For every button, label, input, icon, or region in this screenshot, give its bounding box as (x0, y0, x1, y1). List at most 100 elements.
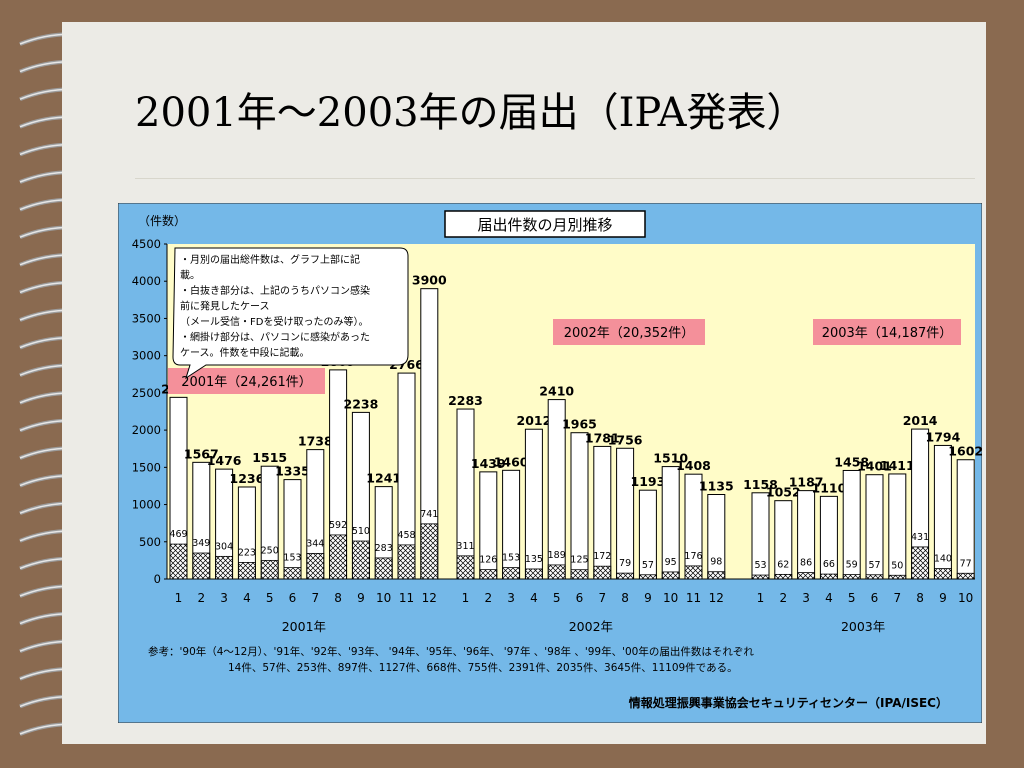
bar-infected (661, 571, 680, 580)
x-tick-label: 6 (289, 591, 297, 605)
bar-infected (956, 572, 975, 580)
data-label-total: 1738 (298, 434, 333, 449)
bar-infected (502, 567, 521, 580)
x-tick-label: 10 (376, 591, 391, 605)
legend-note-line: 前に発見したケース (180, 300, 270, 313)
year-total-tag (553, 319, 705, 345)
bar-infected (397, 544, 416, 580)
x-tick-label: 6 (871, 591, 879, 605)
data-label-total: 1794 (926, 429, 961, 444)
data-label-infected: 223 (238, 547, 256, 558)
bar-infected (593, 565, 612, 580)
data-label-total: 1567 (184, 446, 219, 461)
y-tick-label: 2500 (132, 386, 161, 400)
x-tick-label: 6 (576, 591, 584, 605)
bar-infected (283, 567, 302, 580)
bar-infected (169, 543, 188, 580)
data-label-total: 1236 (230, 471, 265, 486)
data-label-infected: 53 (754, 560, 766, 571)
data-label-infected: 469 (169, 529, 187, 540)
legend-note-line: ・網掛け部分は、パソコンに感染があった (180, 331, 370, 344)
bar-infected (238, 561, 256, 580)
x-tick-label: 7 (311, 591, 319, 605)
bar-infected (639, 574, 657, 580)
data-label-infected: 95 (665, 557, 677, 568)
bar-infected (215, 555, 233, 580)
data-label-infected: 135 (525, 554, 543, 565)
x-tick-label: 2 (197, 591, 205, 605)
bar-infected (524, 568, 543, 580)
x-tick-label: 7 (893, 591, 901, 605)
data-label-infected: 344 (306, 538, 324, 549)
x-tick-label: 2 (779, 591, 787, 605)
x-tick-label: 9 (939, 591, 947, 605)
data-label-total: 1510 (653, 451, 688, 466)
data-label-total: 1458 (834, 454, 869, 469)
x-tick-label: 5 (848, 591, 856, 605)
data-label-infected: 77 (960, 558, 972, 569)
slide-title: 2001年～2003年の届出（IPA発表） (135, 90, 807, 136)
x-tick-label: 7 (598, 591, 606, 605)
data-label-total: 1515 (252, 450, 287, 465)
year-total-tag-text: 2002年（20,352件） (564, 326, 695, 341)
data-label-total: 1193 (631, 474, 666, 489)
data-label-infected: 431 (911, 532, 929, 543)
x-group-label: 2001年 (282, 619, 326, 634)
x-group-label: 2002年 (569, 619, 613, 634)
data-label-total: 1241 (366, 471, 401, 486)
bar-infected (192, 552, 211, 580)
y-tick-label: 2000 (132, 423, 161, 437)
y-tick-label: 3500 (132, 311, 161, 325)
footnote: 参考：'90年（4～12月）、'91年、'92年、'93年、 '94年、'95年… (148, 645, 754, 674)
year-total-tag-text: 2003年（14,187件） (822, 326, 953, 341)
y-tick-label: 4000 (132, 274, 161, 288)
bar-series: 2440469156734914763041236223151525013351… (161, 273, 982, 580)
bar-infected (934, 568, 952, 580)
data-label-infected: 57 (642, 560, 654, 571)
x-tick-label: 11 (686, 591, 701, 605)
data-label-infected: 126 (479, 555, 497, 566)
data-label-infected: 125 (570, 555, 588, 566)
bar-infected (547, 564, 566, 580)
bar-infected (865, 574, 884, 580)
bar-infected (684, 565, 703, 580)
data-label-infected: 153 (283, 553, 301, 564)
data-label-infected: 349 (192, 538, 210, 549)
data-label-infected: 98 (710, 557, 722, 568)
x-tick-label: 3 (507, 591, 515, 605)
legend-note-line: ・白抜き部分は、上記のうちパソコン感染 (180, 284, 370, 297)
monthly-reports-chart: 届出件数の月別推移 （件数） 0 500 1000 1500 2000 2500 3000 3… (118, 203, 982, 723)
x-tick-label: 8 (334, 591, 342, 605)
y-tick-label: 1500 (132, 460, 161, 474)
data-label-infected: 59 (846, 560, 858, 571)
data-label-total: 2238 (344, 396, 379, 411)
legend-note-line: 載。 (180, 270, 200, 282)
chart-title: 届出件数の月別推移 (477, 216, 612, 234)
data-label-total: 1110 (812, 480, 847, 495)
data-label-infected: 189 (548, 550, 566, 561)
x-tick-label: 11 (399, 591, 414, 605)
bar-total (456, 408, 475, 580)
legend-note-line: ・月別の届出総件数は、グラフ上部に記 (180, 253, 360, 266)
data-label-total: 1335 (275, 464, 310, 479)
data-label-total: 1781 (585, 430, 620, 445)
data-label-total: 1756 (608, 432, 643, 447)
data-label-infected: 140 (934, 554, 952, 565)
bar-infected (351, 540, 370, 580)
year-tags: 2001年（24,261件） 2002年（20,352件） 2003年（14,187… (168, 319, 961, 394)
data-label-infected: 176 (684, 551, 702, 562)
bar-infected (420, 523, 439, 580)
x-tick-label: 4 (243, 591, 251, 605)
data-label-infected: 250 (261, 545, 279, 556)
legend-note-line: ケース。件数を中段に記載。 (180, 346, 310, 359)
x-tick-label: 8 (621, 591, 629, 605)
data-label-total: 1187 (789, 475, 824, 490)
data-label-total: 2410 (539, 384, 574, 399)
bar-infected (329, 534, 348, 580)
data-label-infected: 311 (456, 541, 474, 552)
y-axis-label: （件数） (138, 213, 186, 228)
data-label-total: 3900 (412, 273, 447, 288)
bar-infected (911, 546, 929, 580)
data-label-total: 1439 (471, 456, 506, 471)
legend-note-line: （メール受信・FDを受け取ったのみ等）。 (180, 315, 368, 328)
